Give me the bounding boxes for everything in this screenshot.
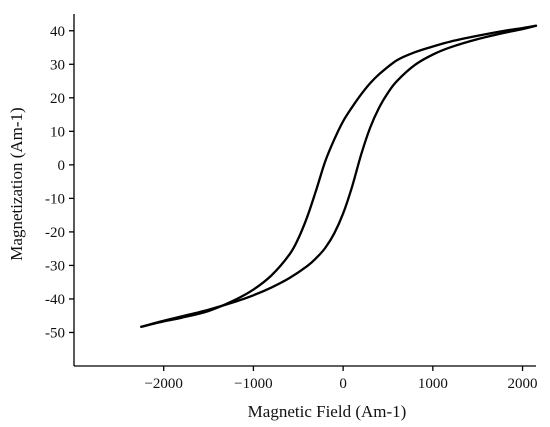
y-tick-label: -30 [45,258,65,274]
plot-area: −2000 −1000 0 1000 2000 -50 -40 -30 -20 -10 0 10 20… [45,14,538,392]
x-tick-label: 0 [339,376,347,392]
y-axis-label: Magnetization (Am-1) [7,107,26,260]
y-ticks: -50 -40 -30 -20 -10 0 10 20 30 40 [45,24,74,341]
x-tick-label: −2000 [144,376,182,392]
x-tick-label: 2000 [508,376,538,392]
y-tick-label: 0 [58,158,66,174]
y-tick-label: -20 [45,225,65,241]
y-tick-label: -50 [45,325,65,341]
y-tick-label: -40 [45,292,65,308]
x-axis-label: Magnetic Field (Am-1) [248,402,407,421]
hysteresis-branch-ascending [140,24,538,328]
y-tick-label: 10 [50,124,65,140]
y-tick-label: -10 [45,191,65,207]
series-group [140,24,538,328]
y-tick-label: 30 [50,57,65,73]
y-tick-label: 20 [50,91,65,107]
x-tick-label: 1000 [418,376,448,392]
y-tick-label: 40 [50,24,65,40]
x-ticks: −2000 −1000 0 1000 2000 [144,366,538,392]
x-tick-label: −1000 [234,376,272,392]
hysteresis-branch-descending [140,24,538,328]
